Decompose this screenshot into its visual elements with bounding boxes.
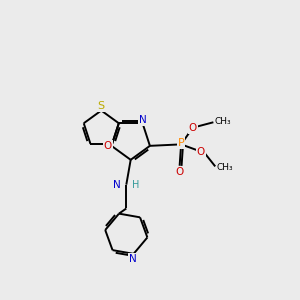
Text: P: P bbox=[178, 138, 184, 148]
Text: CH₃: CH₃ bbox=[216, 163, 233, 172]
Text: N: N bbox=[129, 254, 137, 264]
Text: N: N bbox=[139, 115, 146, 125]
Text: O: O bbox=[104, 141, 112, 151]
Text: O: O bbox=[197, 147, 205, 157]
Text: H: H bbox=[132, 180, 139, 190]
Text: N: N bbox=[113, 180, 121, 190]
Text: CH₃: CH₃ bbox=[214, 117, 231, 126]
Text: O: O bbox=[189, 123, 197, 133]
Text: S: S bbox=[98, 101, 105, 111]
Text: O: O bbox=[175, 167, 183, 177]
